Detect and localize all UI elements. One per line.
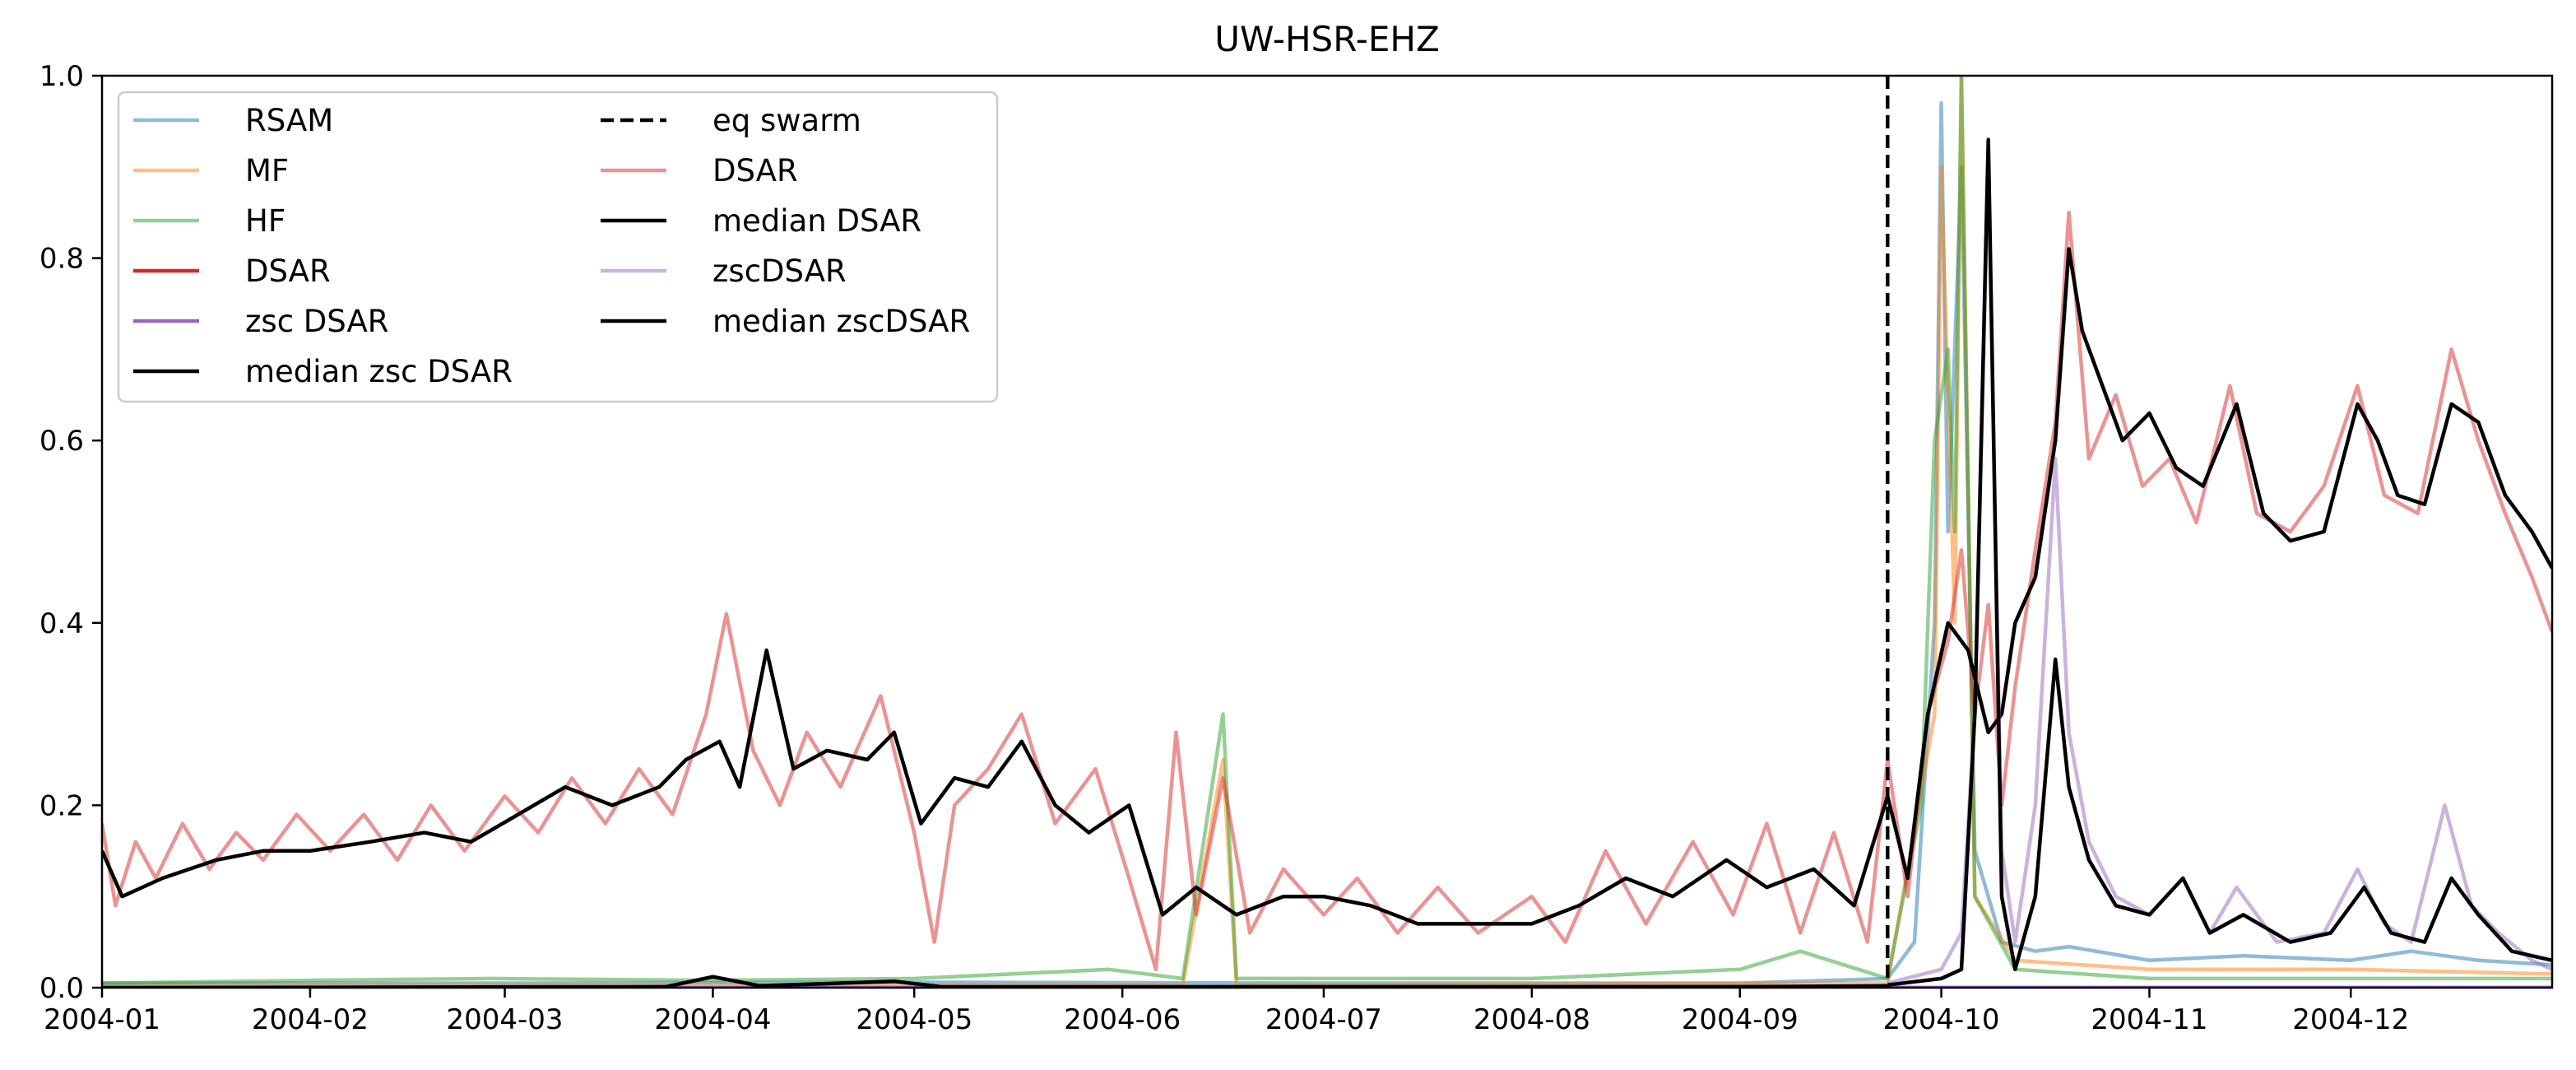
legend-label: median zsc DSAR xyxy=(245,354,513,389)
x-tick-label: 2004-12 xyxy=(2292,1003,2409,1036)
legend-entry-mf: MF xyxy=(133,153,289,188)
legend-entry-dsar: DSAR xyxy=(601,153,798,188)
y-axis: 0.0 0.2 0.4 0.6 0.8 1.0 xyxy=(39,60,102,1005)
legend-entry-median-zscdsar: median zscDSAR xyxy=(601,304,970,339)
legend-entry-zscdsar: zscDSAR xyxy=(601,254,847,289)
x-tick-label: 2004-10 xyxy=(1883,1003,2000,1036)
x-tick-label: 2004-02 xyxy=(252,1003,369,1036)
legend-entry-dsar: DSAR xyxy=(133,254,331,289)
y-tick-label: 0.8 xyxy=(39,243,84,276)
x-tick-label: 2004-01 xyxy=(44,1003,160,1036)
x-tick-label: 2004-04 xyxy=(654,1003,771,1036)
y-tick-label: 0.6 xyxy=(39,425,84,458)
legend-box xyxy=(117,91,999,403)
series-line-dsar-6 xyxy=(102,210,2552,972)
legend-label: MF xyxy=(245,153,289,188)
plot-area xyxy=(102,76,2552,988)
legend-entry-eq-swarm: eq swarm xyxy=(601,103,861,138)
legend-label: zscDSAR xyxy=(712,254,847,289)
legend-label: eq swarm xyxy=(712,103,861,138)
legend-label: zsc DSAR xyxy=(245,304,389,339)
x-tick-label: 2004-09 xyxy=(1682,1003,1799,1036)
x-tick-label: 2004-07 xyxy=(1265,1003,1382,1036)
legend-entry-median-zsc-dsar: median zsc DSAR xyxy=(133,354,513,389)
legend-label: DSAR xyxy=(712,153,798,188)
x-tick-label: 2004-05 xyxy=(856,1003,972,1036)
legend: RSAM MF HF DSAR zsc DSAR median zsc DSAR eq sw… xyxy=(117,91,999,403)
legend-label: HF xyxy=(245,203,285,239)
y-tick-label: 1.0 xyxy=(39,60,84,93)
legend-entry-hf: HF xyxy=(133,203,285,239)
x-tick-label: 2004-08 xyxy=(1474,1003,1590,1036)
series-line-median-dsar-7 xyxy=(102,247,2552,926)
x-tick-label: 2004-03 xyxy=(447,1003,564,1036)
series-line-median-zscdsar-9 xyxy=(1887,137,2552,987)
legend-label: RSAM xyxy=(245,103,333,138)
legend-entry-zsc-dsar: zsc DSAR xyxy=(133,304,389,339)
legend-label: median zscDSAR xyxy=(712,304,970,339)
x-tick-label: 2004-11 xyxy=(2091,1003,2207,1036)
y-tick-label: 0.4 xyxy=(39,607,84,640)
x-axis: 2004-01 2004-02 2004-03 2004-04 2004-05 2004-… xyxy=(44,988,2409,1036)
y-tick-label: 0.0 xyxy=(39,972,84,1005)
x-tick-label: 2004-06 xyxy=(1064,1003,1181,1036)
legend-label: median DSAR xyxy=(712,203,921,239)
series-layer xyxy=(102,76,2552,988)
axes-frame xyxy=(100,74,2554,989)
legend-entry-rsam: RSAM xyxy=(133,103,333,138)
series-line-hf-2 xyxy=(102,76,2552,985)
legend-entry-median-dsar: median DSAR xyxy=(601,203,921,239)
chart-title: UW-HSR-EHZ xyxy=(1214,19,1440,59)
y-tick-label: 0.2 xyxy=(39,789,84,822)
legend-label: DSAR xyxy=(245,254,331,289)
